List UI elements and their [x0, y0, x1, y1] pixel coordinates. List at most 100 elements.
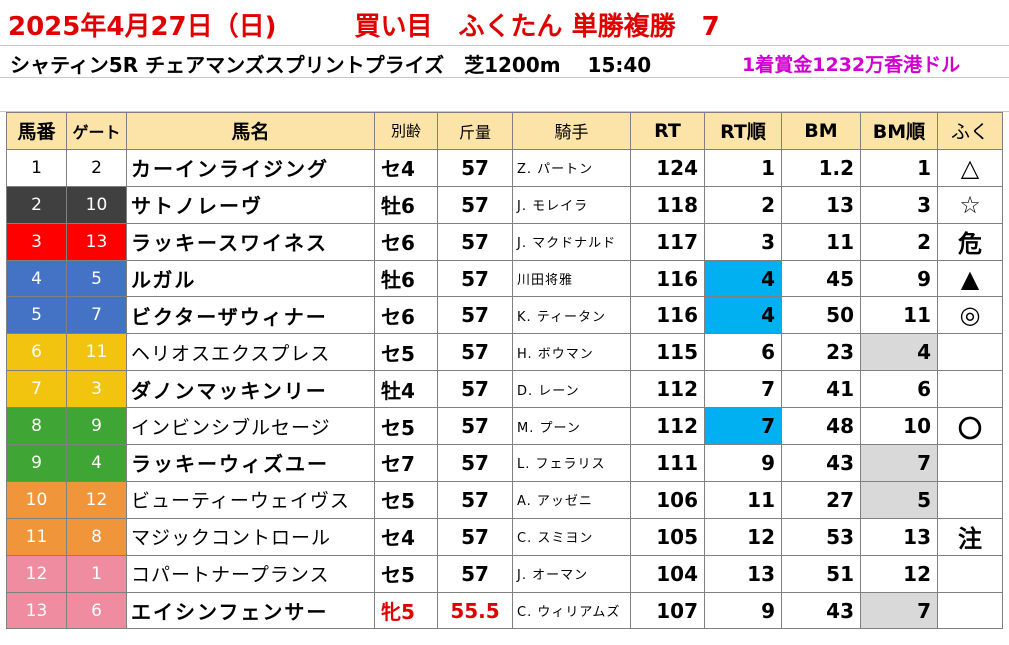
bm-rank-cell: 13 [860, 517, 938, 556]
mark-cell [937, 444, 1003, 482]
bm-rank-cell: 2 [860, 222, 938, 261]
gate-cell: 10 [66, 185, 127, 224]
jockey-cell: 川田将雅 [512, 259, 631, 298]
mark-cell [937, 591, 1003, 630]
prize-money: 1着賞金1232万香港ドル [742, 54, 961, 76]
rt-rank-cell: 7 [704, 370, 782, 409]
mark-cell [937, 480, 1003, 519]
bm-cell: 23 [781, 333, 861, 372]
jockey-cell: M. プーン [512, 407, 631, 446]
jockey-cell: K. ティータン [512, 296, 631, 335]
horse-name: コパートナープランス [126, 554, 375, 593]
umaban-cell: 11 [6, 517, 67, 556]
rt-cell: 104 [630, 554, 705, 593]
bm-cell: 48 [781, 407, 861, 446]
table-row: 7 3 ダノンマッキンリー 牡4 57 D. レーン 112 7 41 6 [6, 370, 1003, 409]
jockey-cell: Z. パートン [512, 148, 631, 187]
weight-cell: 57 [437, 148, 513, 187]
rt-rank-cell: 12 [704, 517, 782, 556]
weight-cell: 57 [437, 333, 513, 372]
rt-cell: 124 [630, 148, 705, 187]
rt-cell: 115 [630, 333, 705, 372]
empty-row [0, 78, 1009, 112]
sex-age: セ5 [374, 554, 438, 593]
bm-rank-cell: 12 [860, 554, 938, 593]
table-row: 5 7 ビクターザウィナー セ6 57 K. ティータン 116 4 50 11 ◎ [6, 296, 1003, 335]
header-mark: ふく [937, 112, 1003, 150]
weight-cell: 57 [437, 370, 513, 409]
rt-cell: 111 [630, 444, 705, 482]
header-gate: ゲート [66, 112, 127, 150]
table-row: 8 9 インビンシブルセージ セ5 57 M. プーン 112 7 48 10 〇 [6, 407, 1003, 446]
gate-cell: 1 [66, 554, 127, 593]
weight-cell: 57 [437, 185, 513, 224]
mark-cell [937, 554, 1003, 593]
gate-cell: 9 [66, 407, 127, 446]
bm-rank-cell: 1 [860, 148, 938, 187]
sex-age: セ4 [374, 148, 438, 187]
horse-name: カーインライジング [126, 148, 375, 187]
weight-cell: 57 [437, 259, 513, 298]
bm-rank-cell: 6 [860, 370, 938, 409]
header-jockey: 騎手 [512, 112, 631, 150]
jockey-cell: L. フェラリス [512, 444, 631, 482]
rt-cell: 112 [630, 407, 705, 446]
horse-name: サトノレーヴ [126, 185, 375, 224]
mark-cell [937, 333, 1003, 372]
entries-table: 馬番 ゲート 馬名 別齢 斤量 騎手 RT RT順 BM BM順 ふく 1 2 カー… [6, 112, 1003, 630]
page-title: 2025年4月27日（日) 買い目 ふくたん 単勝複勝 7 [8, 12, 720, 42]
table-row: 1 2 カーインライジング セ4 57 Z. パートン 124 1 1.2 1 △ [6, 148, 1003, 187]
horse-name: ビューティーウェイヴス [126, 480, 375, 519]
bm-rank-cell: 9 [860, 259, 938, 298]
bm-rank-cell: 5 [860, 480, 938, 519]
umaban-cell: 6 [6, 333, 67, 372]
bm-rank-cell: 3 [860, 185, 938, 224]
rt-cell: 106 [630, 480, 705, 519]
horse-name: ラッキーウィズユー [126, 444, 375, 482]
sex-age: 牡6 [374, 259, 438, 298]
header-row: 馬番 ゲート 馬名 別齢 斤量 騎手 RT RT順 BM BM順 ふく [6, 112, 1003, 150]
bm-rank-cell: 7 [860, 591, 938, 630]
umaban-cell: 10 [6, 480, 67, 519]
sex-age: セ7 [374, 444, 438, 482]
table-row: 3 13 ラッキースワイネス セ6 57 J. マクドナルド 117 3 11 2 危 [6, 222, 1003, 261]
race-info-row: シャティン5R チェアマンズスプリントプライズ 芝1200m 15:40 1着賞… [0, 46, 1009, 78]
rt-cell: 105 [630, 517, 705, 556]
horse-name: エイシンフェンサー [126, 591, 375, 630]
mark-cell: ◎ [937, 296, 1003, 335]
jockey-cell: D. レーン [512, 370, 631, 409]
header-umaban: 馬番 [6, 112, 67, 150]
horse-name: ヘリオスエクスプレス [126, 333, 375, 372]
gate-cell: 11 [66, 333, 127, 372]
gate-cell: 12 [66, 480, 127, 519]
bm-cell: 13 [781, 185, 861, 224]
rt-rank-cell: 3 [704, 222, 782, 261]
gate-cell: 2 [66, 148, 127, 187]
rt-rank-cell: 9 [704, 591, 782, 630]
bm-rank-cell: 7 [860, 444, 938, 482]
sex-age: セ5 [374, 480, 438, 519]
table-row: 6 11 ヘリオスエクスプレス セ5 57 H. ボウマン 115 6 23 4 [6, 333, 1003, 372]
weight-cell: 57 [437, 296, 513, 335]
header-rt-rank: RT順 [704, 112, 782, 150]
sex-age: セ5 [374, 407, 438, 446]
gate-cell: 7 [66, 296, 127, 335]
bm-cell: 53 [781, 517, 861, 556]
bm-cell: 51 [781, 554, 861, 593]
table-row: 13 6 エイシンフェンサー 牝5 55.5 C. ウィリアムズ 107 9 43 7 [6, 591, 1003, 630]
umaban-cell: 4 [6, 259, 67, 298]
sex-age: セ6 [374, 222, 438, 261]
table-row: 2 10 サトノレーヴ 牡6 57 J. モレイラ 118 2 13 3 ☆ [6, 185, 1003, 224]
bm-cell: 1.2 [781, 148, 861, 187]
mark-cell: △ [937, 148, 1003, 187]
bm-cell: 50 [781, 296, 861, 335]
rt-cell: 116 [630, 296, 705, 335]
horse-name: ラッキースワイネス [126, 222, 375, 261]
table-row: 9 4 ラッキーウィズユー セ7 57 L. フェラリス 111 9 43 7 [6, 444, 1003, 482]
sex-age: セ4 [374, 517, 438, 556]
horse-name: ダノンマッキンリー [126, 370, 375, 409]
weight-cell: 57 [437, 222, 513, 261]
weight-cell: 57 [437, 407, 513, 446]
rt-rank-cell: 6 [704, 333, 782, 372]
gate-cell: 13 [66, 222, 127, 261]
